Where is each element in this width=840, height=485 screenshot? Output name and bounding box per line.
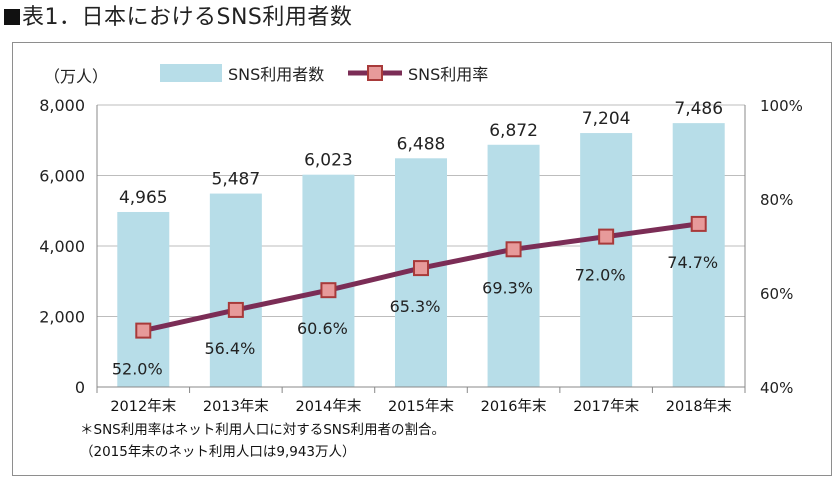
bar — [117, 211, 170, 387]
footnote-1: ＊SNS利用率はネット利用人口に対するSNS利用者の割合。 — [80, 422, 445, 438]
y-right-tick-label: 60% — [760, 285, 793, 303]
rate-marker — [690, 215, 707, 232]
legend-label-line: SNS利用率 — [408, 65, 488, 84]
bar — [672, 123, 725, 387]
square-bullet-icon — [4, 9, 20, 25]
legend-label-bar: SNS利用者数 — [228, 65, 324, 84]
y-left-tick-label: 4,000 — [39, 237, 85, 256]
x-tick-label: 2018年末 — [666, 398, 732, 415]
rate-value-label: 65.3% — [390, 297, 441, 316]
bar — [302, 174, 355, 387]
bar-value-label: 7,204 — [582, 109, 631, 129]
rate-marker — [413, 260, 429, 277]
rate-value-label: 72.0% — [575, 266, 626, 285]
x-tick-label: 2017年末 — [573, 398, 639, 415]
y-left-tick-label: 0 — [75, 378, 85, 397]
bar-value-label: 7,486 — [674, 99, 723, 119]
x-tick-label: 2016年末 — [481, 398, 547, 415]
x-tick-label: 2012年末 — [110, 398, 176, 415]
chart-title: 表1．日本におけるSNS利用者数 — [4, 4, 352, 32]
rate-marker — [320, 282, 337, 299]
y-left-tick-label: 6,000 — [39, 167, 85, 186]
y-left-tick-label: 2,000 — [39, 308, 85, 327]
bar — [580, 133, 633, 387]
legend-swatch-marker — [367, 65, 383, 81]
rate-value-label: 56.4% — [204, 339, 255, 358]
rate-value-label: 60.6% — [297, 319, 348, 338]
x-tick-label: 2015年末 — [388, 398, 454, 415]
chart-frame — [12, 42, 832, 476]
rate-value-label: 74.7% — [667, 253, 718, 272]
bar — [487, 144, 540, 387]
footnote-2: （2015年末のネット利用人口は9,943万人） — [80, 444, 356, 460]
rate-value-label: 52.0% — [112, 360, 163, 379]
rate-value-label: 69.3% — [482, 278, 533, 297]
x-tick-label: 2013年末 — [203, 398, 269, 415]
y-axis-unit-label: （万人） — [44, 67, 108, 86]
bar-value-label: 6,488 — [397, 134, 446, 154]
rate-marker — [505, 241, 522, 258]
y-right-tick-label: 40% — [760, 379, 793, 397]
y-right-tick-label: 80% — [760, 191, 793, 209]
rate-marker — [135, 322, 152, 339]
rate-marker — [227, 301, 244, 318]
x-tick-label: 2014年末 — [295, 398, 361, 415]
y-left-tick-label: 8,000 — [39, 96, 85, 115]
bar-value-label: 4,965 — [119, 188, 168, 208]
bar-value-label: 6,872 — [489, 121, 538, 141]
bar — [209, 193, 262, 387]
bar-value-label: 5,487 — [212, 170, 261, 190]
y-right-tick-label: 100% — [760, 97, 803, 115]
chart-title-text: 表1．日本におけるSNS利用者数 — [22, 5, 353, 30]
legend-swatch-bar — [160, 64, 222, 82]
bar-value-label: 6,023 — [304, 151, 353, 171]
rate-marker — [598, 228, 615, 245]
